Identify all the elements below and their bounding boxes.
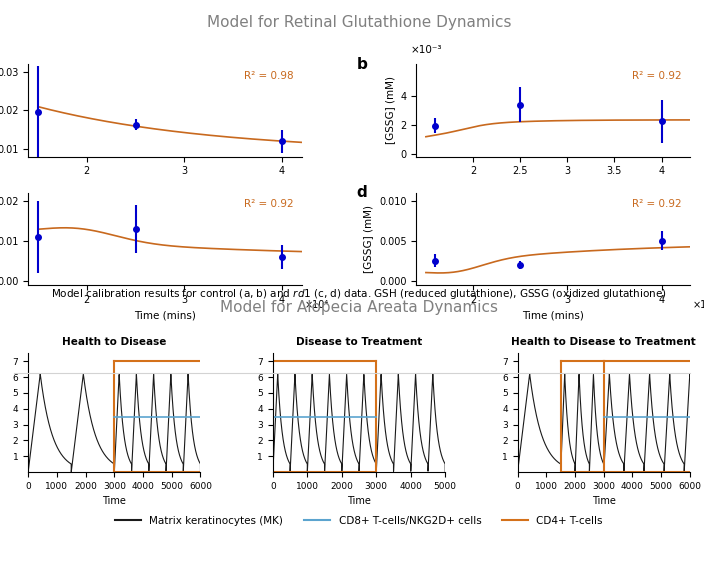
Text: b: b <box>356 57 367 72</box>
Title: Disease to Treatment: Disease to Treatment <box>296 337 422 347</box>
X-axis label: Time (mins): Time (mins) <box>522 310 584 320</box>
Text: Model calibration results for control (a, b) and $\it{rd1}$ (c, d) data. GSH (re: Model calibration results for control (a… <box>51 287 667 301</box>
Text: R² = 0.92: R² = 0.92 <box>632 199 681 209</box>
Legend: Matrix keratinocytes (MK), CD8+ T-cells/NKG2D+ cells, CD4+ T-cells: Matrix keratinocytes (MK), CD8+ T-cells/… <box>111 512 607 530</box>
Text: ×10⁻³: ×10⁻³ <box>411 45 443 55</box>
X-axis label: Time: Time <box>102 496 126 506</box>
X-axis label: Time: Time <box>347 496 371 506</box>
Text: d: d <box>356 185 367 200</box>
X-axis label: Time (mins): Time (mins) <box>134 310 196 320</box>
Text: R² = 0.92: R² = 0.92 <box>632 71 681 81</box>
Title: Health to Disease to Treatment: Health to Disease to Treatment <box>511 337 696 347</box>
Y-axis label: [GSSG] (mM): [GSSG] (mM) <box>385 76 395 144</box>
Y-axis label: [GSSG] (mM): [GSSG] (mM) <box>363 205 374 273</box>
Text: ×10⁴: ×10⁴ <box>304 299 329 310</box>
Title: Health to Disease: Health to Disease <box>62 337 167 347</box>
Text: Model for Retinal Glutathione Dynamics: Model for Retinal Glutathione Dynamics <box>207 16 511 31</box>
Text: ×10⁴: ×10⁴ <box>693 299 704 310</box>
Text: Model for Alopecia Areata Dynamics: Model for Alopecia Areata Dynamics <box>220 301 498 316</box>
Text: R² = 0.98: R² = 0.98 <box>244 71 294 81</box>
Text: R² = 0.92: R² = 0.92 <box>244 199 294 209</box>
X-axis label: Time: Time <box>592 496 616 506</box>
